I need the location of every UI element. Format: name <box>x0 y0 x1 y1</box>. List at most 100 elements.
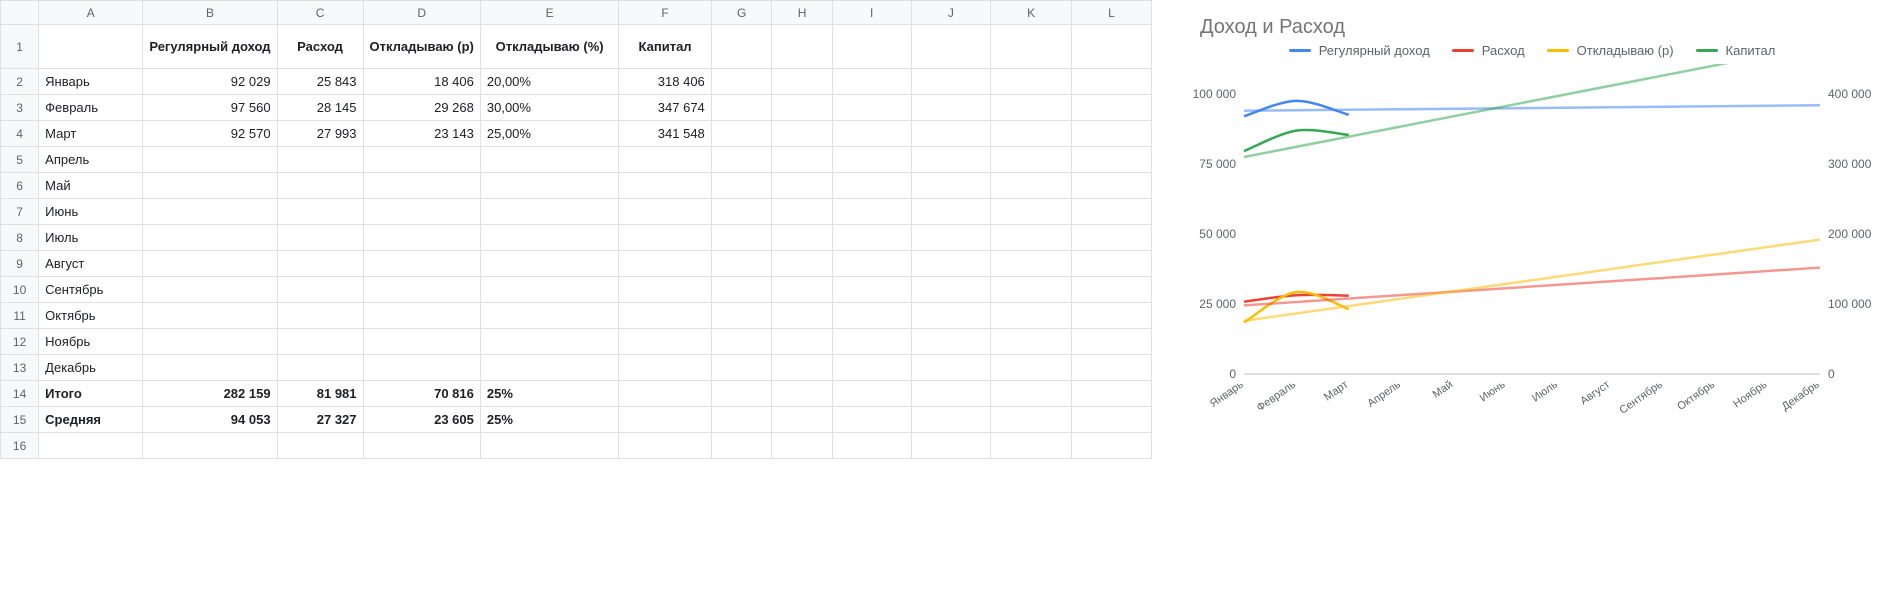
cell-C15[interactable]: 27 327 <box>277 407 363 433</box>
cell-L2[interactable] <box>1071 69 1151 95</box>
cell-D8[interactable] <box>363 225 480 251</box>
cell-A10[interactable]: Сентябрь <box>39 277 143 303</box>
cell-K1[interactable] <box>991 25 1072 69</box>
row-header-8[interactable]: 8 <box>1 225 39 251</box>
cell-H9[interactable] <box>772 251 832 277</box>
cell-L7[interactable] <box>1071 199 1151 225</box>
cell-H1[interactable] <box>772 25 832 69</box>
cell-A5[interactable]: Апрель <box>39 147 143 173</box>
cell-B9[interactable] <box>143 251 277 277</box>
cell-K12[interactable] <box>991 329 1072 355</box>
column-header-B[interactable]: B <box>143 1 277 25</box>
cell-I12[interactable] <box>832 329 911 355</box>
cell-H6[interactable] <box>772 173 832 199</box>
cell-J9[interactable] <box>911 251 991 277</box>
cell-H3[interactable] <box>772 95 832 121</box>
cell-F2[interactable]: 318 406 <box>619 69 711 95</box>
row-header-3[interactable]: 3 <box>1 95 39 121</box>
cell-C3[interactable]: 28 145 <box>277 95 363 121</box>
row-header-2[interactable]: 2 <box>1 69 39 95</box>
cell-E4[interactable]: 25,00% <box>480 121 618 147</box>
cell-D11[interactable] <box>363 303 480 329</box>
cell-C6[interactable] <box>277 173 363 199</box>
cell-I5[interactable] <box>832 147 911 173</box>
cell-L12[interactable] <box>1071 329 1151 355</box>
cell-K13[interactable] <box>991 355 1072 381</box>
cell-E10[interactable] <box>480 277 618 303</box>
cell-L10[interactable] <box>1071 277 1151 303</box>
cell-A9[interactable]: Август <box>39 251 143 277</box>
cell-E3[interactable]: 30,00% <box>480 95 618 121</box>
cell-K2[interactable] <box>991 69 1072 95</box>
cell-A12[interactable]: Ноябрь <box>39 329 143 355</box>
column-header-J[interactable]: J <box>911 1 991 25</box>
cell-K9[interactable] <box>991 251 1072 277</box>
cell-C4[interactable]: 27 993 <box>277 121 363 147</box>
cell-G5[interactable] <box>711 147 772 173</box>
cell-C1[interactable]: Расход <box>277 25 363 69</box>
cell-L13[interactable] <box>1071 355 1151 381</box>
cell-H8[interactable] <box>772 225 832 251</box>
cell-G11[interactable] <box>711 303 772 329</box>
cell-J3[interactable] <box>911 95 991 121</box>
cell-F12[interactable] <box>619 329 711 355</box>
cell-B7[interactable] <box>143 199 277 225</box>
column-header-E[interactable]: E <box>480 1 618 25</box>
cell-F15[interactable] <box>619 407 711 433</box>
cell-E1[interactable]: Откладываю (%) <box>480 25 618 69</box>
cell-B14[interactable]: 282 159 <box>143 381 277 407</box>
cell-J12[interactable] <box>911 329 991 355</box>
cell-I1[interactable] <box>832 25 911 69</box>
cell-B16[interactable] <box>143 433 277 459</box>
cell-K11[interactable] <box>991 303 1072 329</box>
cell-H2[interactable] <box>772 69 832 95</box>
cell-I6[interactable] <box>832 173 911 199</box>
cell-L1[interactable] <box>1071 25 1151 69</box>
cell-K15[interactable] <box>991 407 1072 433</box>
cell-B15[interactable]: 94 053 <box>143 407 277 433</box>
cell-A3[interactable]: Февраль <box>39 95 143 121</box>
cell-G15[interactable] <box>711 407 772 433</box>
cell-D2[interactable]: 18 406 <box>363 69 480 95</box>
cell-G7[interactable] <box>711 199 772 225</box>
cell-I16[interactable] <box>832 433 911 459</box>
cell-D15[interactable]: 23 605 <box>363 407 480 433</box>
cell-D3[interactable]: 29 268 <box>363 95 480 121</box>
column-header-D[interactable]: D <box>363 1 480 25</box>
cell-L6[interactable] <box>1071 173 1151 199</box>
cell-J10[interactable] <box>911 277 991 303</box>
cell-F14[interactable] <box>619 381 711 407</box>
cell-F8[interactable] <box>619 225 711 251</box>
cell-L8[interactable] <box>1071 225 1151 251</box>
cell-C2[interactable]: 25 843 <box>277 69 363 95</box>
cell-I11[interactable] <box>832 303 911 329</box>
cell-H15[interactable] <box>772 407 832 433</box>
cell-F11[interactable] <box>619 303 711 329</box>
cell-D5[interactable] <box>363 147 480 173</box>
cell-L15[interactable] <box>1071 407 1151 433</box>
cell-C5[interactable] <box>277 147 363 173</box>
cell-K4[interactable] <box>991 121 1072 147</box>
cell-G10[interactable] <box>711 277 772 303</box>
cell-G13[interactable] <box>711 355 772 381</box>
cell-B10[interactable] <box>143 277 277 303</box>
row-header-15[interactable]: 15 <box>1 407 39 433</box>
cell-H4[interactable] <box>772 121 832 147</box>
cell-J14[interactable] <box>911 381 991 407</box>
cell-I10[interactable] <box>832 277 911 303</box>
cell-C11[interactable] <box>277 303 363 329</box>
cell-J4[interactable] <box>911 121 991 147</box>
cell-E8[interactable] <box>480 225 618 251</box>
row-header-1[interactable]: 1 <box>1 25 39 69</box>
cell-K3[interactable] <box>991 95 1072 121</box>
row-header-10[interactable]: 10 <box>1 277 39 303</box>
cell-C9[interactable] <box>277 251 363 277</box>
cell-H5[interactable] <box>772 147 832 173</box>
cell-I8[interactable] <box>832 225 911 251</box>
cell-F4[interactable]: 341 548 <box>619 121 711 147</box>
cell-J15[interactable] <box>911 407 991 433</box>
cell-B4[interactable]: 92 570 <box>143 121 277 147</box>
column-header-L[interactable]: L <box>1071 1 1151 25</box>
cell-L16[interactable] <box>1071 433 1151 459</box>
cell-A11[interactable]: Октябрь <box>39 303 143 329</box>
